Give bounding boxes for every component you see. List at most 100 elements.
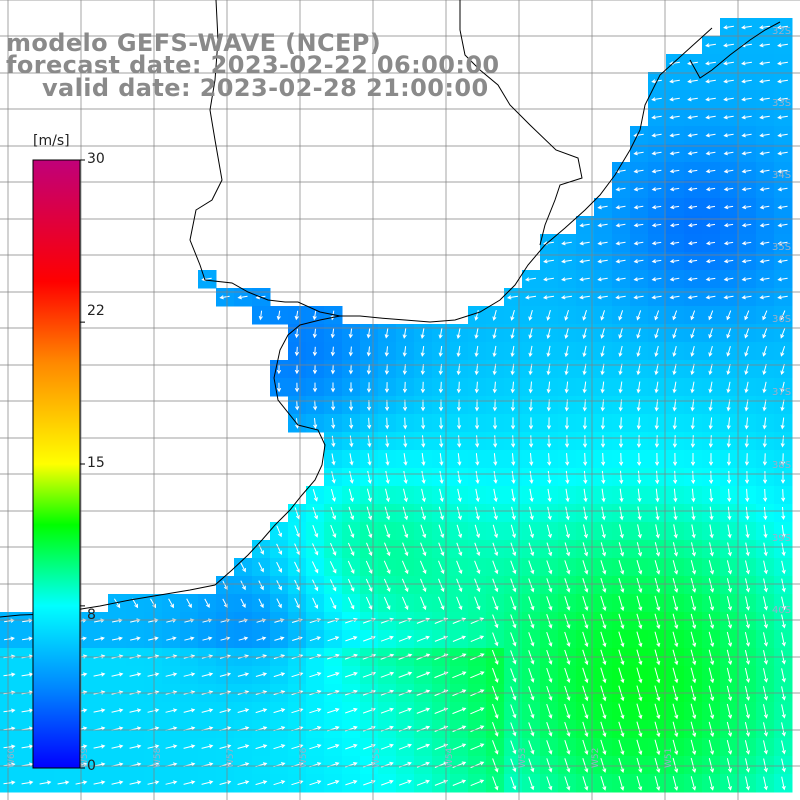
- wind-arrow: [564, 381, 569, 394]
- wind-arrow: [528, 542, 535, 557]
- wind-arrow: [687, 223, 698, 228]
- wind-arrow: [420, 363, 425, 376]
- wind-arrow: [202, 636, 213, 641]
- wind-arrow: [763, 758, 768, 773]
- wind-arrow: [294, 561, 301, 574]
- wind-arrow: [456, 524, 463, 539]
- wind-arrow: [708, 453, 714, 466]
- wind-arrow: [655, 488, 660, 503]
- wind-arrow: [366, 542, 373, 557]
- wind-arrow: [763, 488, 768, 503]
- wind-arrow: [744, 471, 750, 484]
- wind-arrow: [672, 363, 677, 376]
- wind-arrow: [240, 580, 246, 591]
- wind-arrow: [690, 577, 697, 593]
- wind-arrow: [564, 721, 571, 737]
- wind-arrow: [398, 707, 413, 714]
- wind-arrow: [492, 740, 499, 755]
- wind-arrow: [597, 277, 608, 282]
- wind-arrow: [420, 506, 426, 521]
- wind-arrow: [475, 453, 480, 466]
- wind-arrow: [726, 776, 732, 791]
- wind-arrow: [384, 506, 391, 521]
- wind-arrow: [687, 79, 698, 84]
- wind-arrow: [112, 636, 123, 641]
- wind-arrow: [546, 722, 553, 737]
- wind-arrow: [672, 739, 679, 756]
- wind-arrow: [600, 613, 607, 630]
- wind-arrow: [470, 707, 485, 715]
- wind-arrow: [401, 578, 409, 593]
- wind-arrow: [312, 507, 319, 520]
- wind-arrow: [690, 328, 695, 339]
- wind-arrow: [132, 598, 139, 609]
- wind-arrow: [708, 667, 715, 684]
- wind-arrow: [672, 757, 679, 774]
- wind-arrow: [438, 560, 445, 575]
- wind-arrow: [294, 543, 301, 556]
- lon-label: W55: [372, 748, 382, 768]
- wind-arrow: [529, 470, 534, 485]
- valid-date: valid date: 2023-02-28 21:00:00: [42, 74, 489, 102]
- wind-arrow: [762, 363, 767, 375]
- wind-arrow: [21, 780, 34, 785]
- wind-arrow: [691, 488, 696, 503]
- wind-arrow: [457, 470, 462, 485]
- wind-arrow: [705, 187, 716, 192]
- wind-arrow: [759, 277, 770, 282]
- wind-arrow: [762, 417, 767, 430]
- wind-arrow: [672, 595, 679, 612]
- wind-arrow: [438, 596, 445, 611]
- wind-arrow: [452, 707, 467, 715]
- wind-arrow: [777, 133, 788, 138]
- wind-arrow: [780, 435, 785, 448]
- wind-arrow: [129, 708, 142, 713]
- wind-arrow: [493, 471, 498, 484]
- wind-arrow: [492, 363, 497, 376]
- wind-arrow: [547, 506, 552, 521]
- wind-arrow: [687, 205, 698, 210]
- wind-arrow: [781, 542, 786, 557]
- wind-arrow: [741, 259, 752, 264]
- wind-arrow: [457, 435, 462, 448]
- wind-arrow: [309, 672, 322, 678]
- wind-arrow: [148, 636, 159, 641]
- wind-arrow: [726, 721, 733, 738]
- wind-arrow: [546, 740, 553, 755]
- wind-arrow: [168, 598, 174, 609]
- wind-arrow: [312, 543, 319, 556]
- wind-arrow: [330, 597, 337, 610]
- wind-arrow: [366, 488, 372, 503]
- wind-arrow: [330, 346, 336, 357]
- wind-arrow: [672, 435, 678, 448]
- wind-arrow: [618, 721, 625, 738]
- wind-arrow: [726, 470, 732, 485]
- wind-arrow: [690, 721, 697, 738]
- wind-arrow: [618, 631, 625, 648]
- wind-arrow: [726, 435, 731, 448]
- wind-arrow: [258, 562, 264, 573]
- wind-arrow: [349, 435, 354, 448]
- wind-arrow: [633, 151, 644, 156]
- wind-arrow: [347, 597, 355, 610]
- wind-arrow: [654, 452, 660, 467]
- wind-arrow: [633, 259, 644, 264]
- wind-arrow: [600, 327, 605, 339]
- wind-arrow: [777, 25, 788, 30]
- wind-arrow: [419, 560, 427, 575]
- wind-arrow: [672, 613, 679, 630]
- wind-arrow: [669, 241, 680, 246]
- wind-arrow: [492, 596, 499, 611]
- wind-arrow: [492, 345, 497, 358]
- lon-label: W51: [664, 748, 674, 768]
- wind-arrow: [690, 435, 696, 448]
- wind-arrow: [420, 346, 425, 357]
- wind-arrow: [528, 524, 534, 539]
- wind-arrow: [452, 761, 467, 769]
- wind-arrow: [546, 614, 553, 629]
- wind-arrow: [759, 241, 770, 246]
- wind-arrow: [636, 757, 643, 774]
- wind-arrow: [780, 399, 785, 412]
- wind-arrow: [186, 598, 192, 609]
- wind-arrow: [781, 722, 786, 737]
